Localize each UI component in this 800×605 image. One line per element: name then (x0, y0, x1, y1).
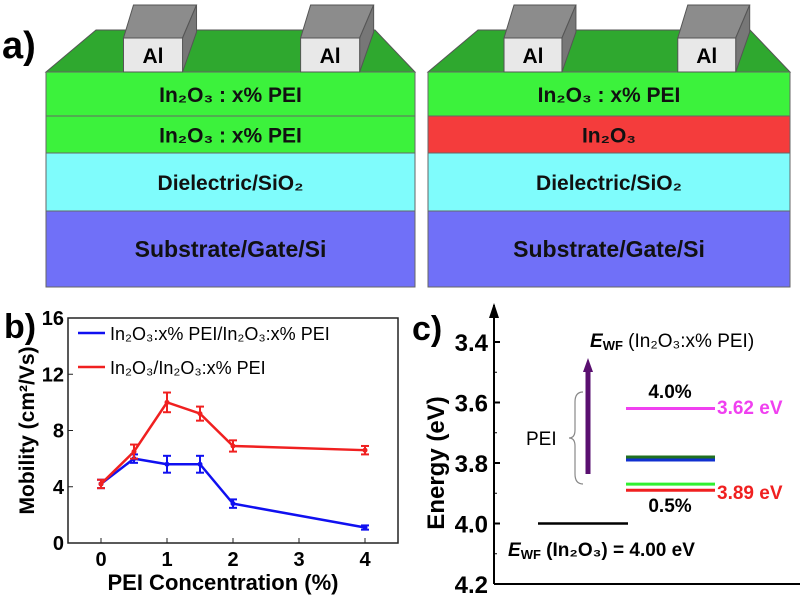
ref-e: E (508, 540, 522, 561)
device-schematic-left: In₂O₃ : x% PEI In₂O₃ : x% PEI Dielectric/S… (44, 4, 417, 288)
layer-label: Dielectric/SiO₂ (158, 172, 304, 195)
y-tick-label: 8 (53, 421, 64, 443)
series-line (100, 400, 366, 485)
x-axis-label: PEI Concentration (%) (107, 570, 338, 595)
y-tick-label: 4 (53, 477, 65, 499)
title: EWF (In₂O₃:x% PEI) (590, 331, 754, 353)
data-point (197, 411, 203, 417)
electrode-label: Al (320, 45, 341, 68)
data-point (362, 525, 368, 531)
y-axis-label: Mobility (cm²/Vs) (16, 346, 39, 514)
data-point (197, 461, 203, 467)
title-rest: (In₂O₃:x% PEI) (623, 331, 754, 352)
x-tick-label: 1 (161, 549, 172, 571)
reference-label: EWF (In₂O₃) = 4.00 eV (508, 540, 695, 562)
device-schematic-right: In₂O₃ : x% PEI In₂O₃ Dielectric/SiO₂ Substr… (426, 4, 792, 288)
layer (427, 152, 791, 212)
layer (45, 210, 416, 288)
layer-label: Dielectric/SiO₂ (536, 172, 682, 195)
electrode-label: Al (522, 45, 543, 68)
legend-label: In₂O₃:x% PEI/In₂O₃:x% PEI (110, 324, 330, 344)
data-point (98, 481, 104, 487)
y-tick-label: 0 (53, 533, 64, 555)
y-axis-label: Energy (eV) (423, 396, 450, 529)
y-tick-label: 3.4 (455, 330, 489, 357)
panel-c-label: c) (412, 310, 442, 348)
data-point (131, 449, 137, 455)
y-tick-label: 3.8 (455, 451, 488, 478)
panel-b-label: b) (4, 308, 36, 346)
series-line (100, 457, 366, 529)
data-point (362, 447, 368, 453)
data-point (230, 443, 236, 449)
axis-arrow-icon (489, 303, 499, 318)
electrode-front (677, 37, 737, 73)
pei-label: PEI (526, 429, 557, 450)
electrode-front (503, 37, 563, 73)
x-tick-label: 3 (293, 549, 304, 571)
ref-rest: (In₂O₃) = 4.00 eV (541, 540, 695, 561)
layer-label: Substrate/Gate/Si (135, 236, 327, 262)
electrode-label: Al (143, 45, 164, 68)
layer (427, 115, 791, 154)
x-tick-label: 4 (359, 549, 371, 571)
data-point (164, 399, 170, 405)
arrow-head-icon (583, 358, 593, 372)
title-e: E (590, 331, 604, 352)
y-tick-label: 16 (42, 308, 64, 330)
data-point (230, 501, 236, 507)
top-percent: 4.0% (648, 382, 691, 403)
layer-label: In₂O₃ : x% PEI (159, 84, 302, 107)
layer (427, 210, 791, 288)
x-tick-label: 0 (95, 549, 106, 571)
ref-sub: WF (521, 547, 541, 562)
layer-label: In₂O₃ : x% PEI (538, 84, 681, 107)
bottom-percent: 0.5% (648, 496, 691, 517)
panel-a-label: a) (2, 25, 36, 67)
electrode-front (122, 37, 184, 73)
electrode-front (300, 37, 361, 73)
layer (45, 71, 416, 117)
y-tick-label: 4.2 (455, 572, 488, 599)
y-tick-label: 12 (42, 364, 64, 386)
x-tick-label: 2 (227, 549, 238, 571)
legend-label: In₂O₃/In₂O₃:x% PEI (110, 358, 266, 378)
layer-label: In₂O₃ : x% PEI (159, 125, 302, 148)
y-tick-label: 3.6 (455, 391, 488, 418)
bottom-value: 3.89 eV (717, 483, 783, 504)
plot-frame (67, 317, 399, 544)
top-value: 3.62 eV (717, 398, 783, 419)
data-point (164, 461, 170, 467)
layer-label: Substrate/Gate/Si (513, 236, 705, 262)
layer (45, 152, 416, 212)
layer-label: In₂O₃ (582, 125, 636, 148)
brace-icon (568, 391, 584, 485)
y-tick-label: 4.0 (455, 512, 488, 539)
title-sub: WF (603, 338, 623, 353)
electrode-label: Al (696, 45, 717, 68)
